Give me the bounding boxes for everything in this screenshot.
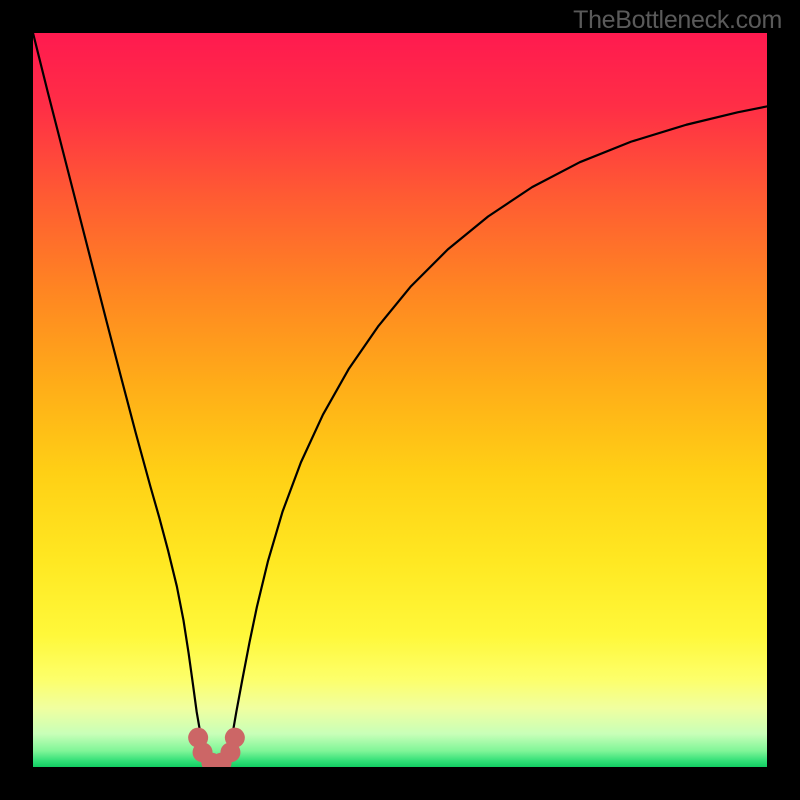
bottleneck-chart-page: TheBottleneck.com <box>0 0 800 800</box>
watermark-text: TheBottleneck.com <box>573 6 782 35</box>
plot-area <box>33 33 767 767</box>
bottleneck-curve <box>33 33 767 767</box>
curve-marker <box>225 728 245 748</box>
curve-path <box>33 33 767 763</box>
curve-markers <box>188 728 245 767</box>
